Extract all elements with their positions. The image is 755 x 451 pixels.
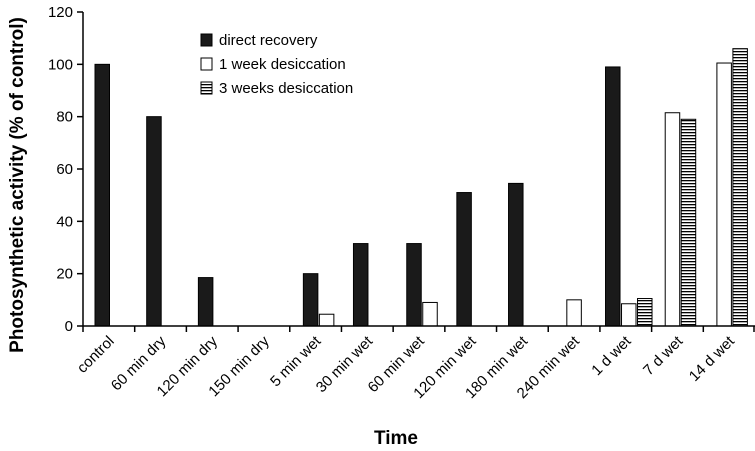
bar-direct-recovery bbox=[146, 116, 162, 327]
legend-swatch bbox=[200, 33, 213, 47]
legend-swatch bbox=[200, 57, 213, 71]
bars bbox=[94, 48, 748, 327]
bar-direct-recovery bbox=[508, 182, 524, 327]
bar-direct-recovery bbox=[605, 66, 621, 327]
bar-1-week-desiccation bbox=[422, 301, 438, 327]
y-tick-label: 0 bbox=[65, 318, 73, 335]
bar-direct-recovery bbox=[197, 277, 214, 327]
bar-1-week-desiccation bbox=[664, 112, 681, 327]
x-tick-label: 7 d wet bbox=[640, 332, 687, 379]
bar-direct-recovery bbox=[456, 192, 472, 327]
bar-3-weeks-desiccation bbox=[680, 118, 697, 327]
y-axis-ticks: 0 20 40 60 80 100 120 bbox=[48, 4, 83, 335]
y-tick-label: 100 bbox=[48, 56, 73, 73]
y-tick-label: 60 bbox=[56, 161, 73, 178]
y-axis-title: Photosynthetic activity (% of control) bbox=[7, 17, 28, 353]
x-tick-label: 1 d wet bbox=[588, 332, 635, 379]
bar-direct-recovery bbox=[94, 63, 110, 327]
bar-direct-recovery bbox=[302, 273, 319, 327]
x-axis-title: Time bbox=[374, 428, 418, 449]
legend: direct recovery 1 week desiccation 3 weeks… bbox=[200, 32, 353, 97]
legend-label: 3 weeks desiccation bbox=[219, 80, 353, 97]
legend-label: 1 week desiccation bbox=[219, 56, 346, 73]
bar-1-week-desiccation bbox=[716, 62, 732, 327]
bar-direct-recovery bbox=[352, 243, 369, 327]
legend-label: direct recovery bbox=[219, 32, 318, 49]
y-tick-label: 20 bbox=[56, 266, 73, 283]
y-tick-label: 120 bbox=[48, 4, 73, 21]
y-tick-label: 40 bbox=[56, 213, 73, 230]
x-tick-label: 14 d wet bbox=[686, 332, 739, 385]
bar-1-week-desiccation bbox=[621, 303, 637, 327]
x-tick-label: control bbox=[74, 333, 118, 377]
bar-1-week-desiccation bbox=[318, 313, 335, 327]
y-tick-label: 80 bbox=[56, 109, 73, 126]
bar-3-weeks-desiccation bbox=[637, 298, 653, 327]
legend-swatch bbox=[200, 81, 213, 95]
bar-1-week-desiccation bbox=[566, 299, 582, 327]
bar-direct-recovery bbox=[406, 243, 422, 327]
bar-3-weeks-desiccation bbox=[732, 48, 748, 327]
